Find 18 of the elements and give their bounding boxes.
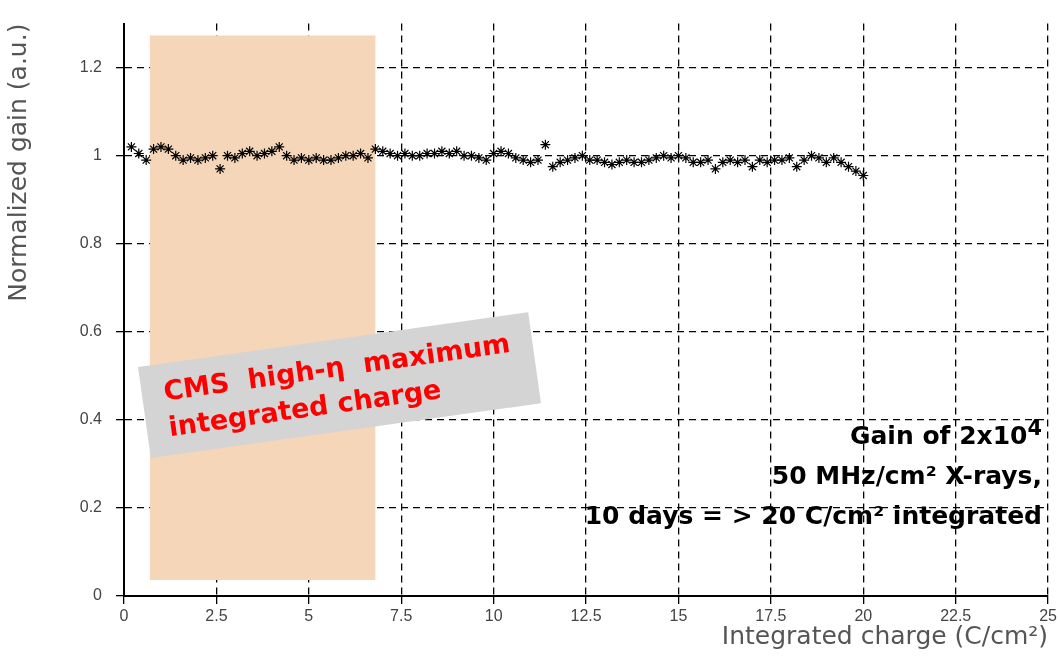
annotation: Gain of 2x10$^{4}$ — [848, 415, 1042, 453]
x-tick-label: 7.5 — [390, 607, 413, 625]
y-tick-label: 0 — [93, 586, 103, 604]
annotation: 50 MHz/cm² X-rays, — [770, 460, 1042, 493]
y-tick-label: 0.8 — [79, 234, 103, 252]
x-tick-label: 12.5 — [570, 607, 602, 625]
y-tick-label: 0.6 — [79, 322, 103, 340]
x-tick-label: 2.5 — [205, 607, 228, 625]
band-label: CMS high-η maximum integrated charge — [137, 312, 541, 459]
y-tick-label: 0.2 — [79, 498, 103, 516]
x-tick-label: 15 — [669, 607, 688, 625]
x-tick-label: 5 — [304, 607, 314, 625]
y-tick-label: 1.2 — [79, 58, 103, 76]
x-tick-label: 10 — [484, 607, 503, 625]
y-tick-label: 0.4 — [79, 410, 103, 428]
y-axis-title: Normalized gain (a.u.) — [2, 23, 32, 302]
y-tick-label: 1 — [93, 146, 103, 164]
x-tick-label: 0 — [119, 607, 129, 625]
